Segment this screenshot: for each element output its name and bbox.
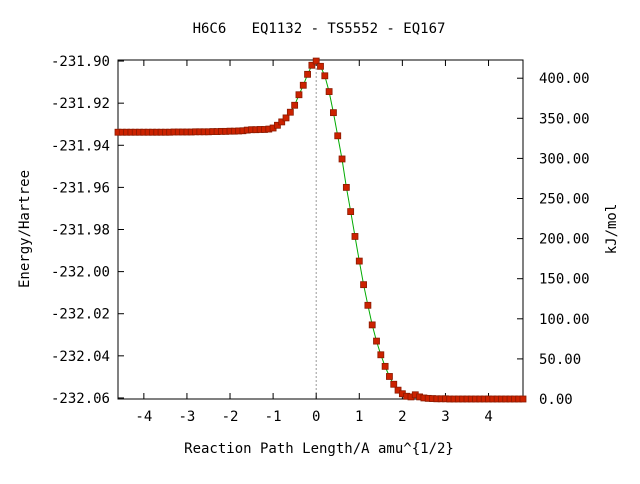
data-point	[390, 380, 398, 388]
data-point	[334, 132, 342, 140]
data-point	[325, 88, 333, 95]
series-line	[118, 60, 523, 400]
x-tick-label: 1	[355, 409, 363, 425]
data-point	[368, 321, 376, 329]
data-point	[317, 62, 324, 70]
data-point	[286, 108, 294, 116]
y2-tick-label: 100.00	[539, 312, 590, 328]
data-point	[347, 208, 355, 216]
y2-axis-label: kJ/mol	[604, 204, 620, 255]
y-tick-label: -231.90	[51, 54, 110, 70]
y-tick-label: -232.00	[51, 265, 110, 281]
y-axis-label: Energy/Hartree	[17, 170, 33, 288]
y2-tick-label: 400.00	[539, 71, 590, 87]
data-point	[360, 281, 367, 289]
data-point	[386, 373, 393, 380]
data-point	[519, 395, 527, 403]
data-point	[321, 72, 329, 80]
y2-tick-label: 200.00	[539, 232, 590, 248]
data-point	[330, 109, 337, 117]
data-point	[355, 257, 363, 265]
data-point	[373, 337, 380, 345]
chart-title: H6C6 EQ1132 - TS5552 - EQ167	[193, 21, 446, 37]
data-point	[295, 91, 303, 99]
x-tick-label: -1	[265, 409, 282, 425]
data-point	[278, 118, 286, 126]
y2-tick-label: 300.00	[539, 151, 590, 167]
x-tick-label: 0	[312, 409, 320, 425]
data-point	[342, 183, 350, 191]
x-tick-label: -3	[179, 409, 196, 425]
y2-tick-label: 350.00	[539, 111, 590, 127]
data-point	[338, 155, 346, 163]
x-tick-label: -4	[135, 409, 152, 425]
x-tick-label: 4	[484, 409, 492, 425]
data-point	[377, 351, 385, 359]
data-point	[312, 57, 320, 65]
x-axis-label: Reaction Path Length/A amu^{1/2}	[184, 441, 454, 457]
y-tick-label: -231.98	[51, 223, 110, 239]
y-tick-label: -232.04	[51, 349, 110, 365]
data-point	[304, 70, 311, 78]
y2-tick-label: 250.00	[539, 192, 590, 208]
y-tick-label: -232.02	[51, 307, 110, 323]
data-point	[291, 101, 299, 109]
y2-tick-label: 150.00	[539, 272, 590, 288]
plot-layer: -4 -3 -2 -1 0 1 2 3 4 -231.90 -231.92 -231.94 -231.9…	[51, 54, 590, 425]
y-tick-label: -231.94	[51, 138, 110, 154]
y2-tick-label: 0.00	[539, 392, 573, 408]
y-tick-label: -231.92	[51, 96, 110, 112]
data-point	[364, 301, 372, 309]
y-tick-label: -232.06	[51, 391, 110, 407]
data-point	[351, 233, 359, 240]
data-point	[299, 81, 307, 89]
y2-tick-label: 50.00	[539, 352, 581, 368]
x-tick-label: -2	[222, 409, 239, 425]
data-point	[381, 362, 389, 370]
x-tick-label: 3	[441, 409, 449, 425]
data-point	[394, 386, 402, 394]
data-point	[282, 114, 290, 122]
plot-frame	[117, 59, 524, 400]
y-tick-label: -231.96	[51, 180, 110, 196]
data-point	[308, 61, 316, 69]
x-tick-label: 2	[398, 409, 406, 425]
